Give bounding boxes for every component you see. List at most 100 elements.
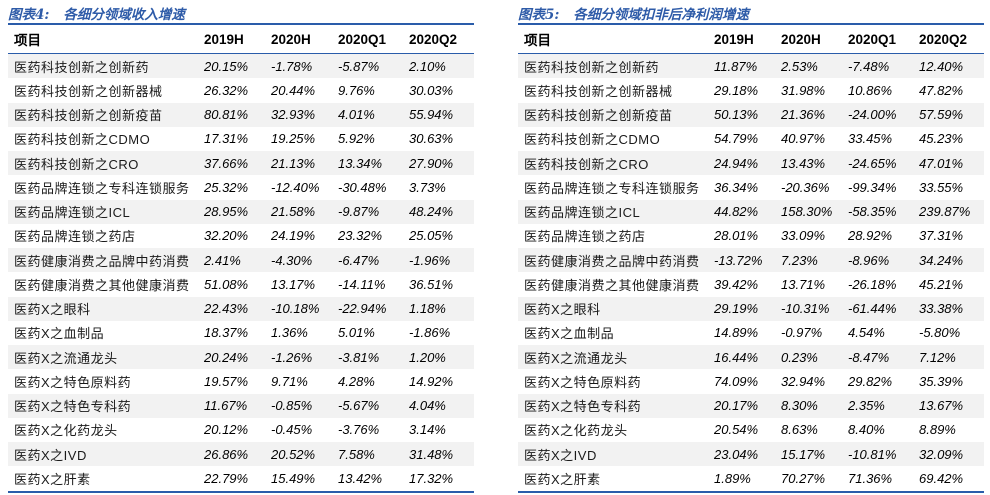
row-label: 医药健康消费之品牌中药消费 (524, 253, 700, 269)
cell-value: 21.58% (271, 204, 316, 220)
table-row: 医药X之化药龙头 20.54% 8.63% 8.40% 8.89% (518, 418, 984, 442)
cell-value: 29.82% (848, 373, 893, 389)
cell-value: 20.44% (271, 82, 316, 98)
table-row: 医药X之肝素 22.79% 15.49% 13.42% 17.32% (8, 466, 474, 490)
cell-value: 36.34% (714, 179, 759, 195)
cell-value: 37.66% (204, 155, 249, 171)
cell-value: 4.01% (338, 107, 375, 123)
cell-value: 5.92% (338, 131, 375, 147)
cell-value: 2.35% (848, 398, 885, 414)
cell-value: -13.72% (714, 252, 763, 268)
cell-value: 25.32% (204, 179, 249, 195)
column-header: 2020H (271, 31, 311, 47)
table-row: 医药科技创新之创新疫苗 50.13% 21.36% -24.00% 57.59% (518, 102, 984, 127)
cell-value: 13.43% (781, 155, 826, 171)
cell-value: 36.51% (409, 276, 454, 292)
cell-value: 21.13% (271, 155, 316, 171)
cell-value: 26.86% (204, 446, 249, 462)
cell-value: 10.86% (848, 82, 893, 98)
cell-value: -4.30% (271, 252, 313, 268)
cell-value: 239.87% (919, 204, 971, 220)
cell-value: 35.39% (919, 373, 964, 389)
cell-value: 22.43% (204, 301, 249, 317)
cell-value: 19.57% (204, 373, 249, 389)
table-row: 医药X之特色专科药 20.17% 8.30% 2.35% 13.67% (518, 393, 984, 418)
cell-value: 33.45% (848, 131, 893, 147)
cell-value: 15.17% (781, 446, 826, 462)
row-label: 医药X之眼科 (524, 302, 601, 318)
row-label: 医药X之特色专科药 (524, 399, 642, 415)
cell-value: 34.24% (919, 252, 964, 268)
cell-value: 15.49% (271, 470, 316, 486)
cell-value: 28.95% (204, 204, 249, 220)
row-label: 医药科技创新之CRO (524, 156, 649, 172)
table-row: 医药X之流通龙头 16.44% 0.23% -8.47% 7.12% (518, 345, 984, 370)
cell-value: 30.63% (409, 131, 454, 147)
table-row: 医药健康消费之品牌中药消费 2.41% -4.30% -6.47% -1.96% (8, 248, 474, 273)
cell-value: 13.71% (781, 276, 826, 292)
cell-value: 55.94% (409, 107, 454, 123)
table-row: 医药X之特色原料药 74.09% 32.94% 29.82% 35.39% (518, 369, 984, 393)
table-row: 医药X之眼科 22.43% -10.18% -22.94% 1.18% (8, 296, 474, 321)
cell-value: 32.94% (781, 373, 826, 389)
cell-value: 23.04% (714, 446, 759, 462)
cell-value: -1.78% (271, 58, 313, 74)
row-label: 医药科技创新之CDMO (14, 132, 151, 148)
cell-value: 51.08% (204, 276, 249, 292)
cell-value: -10.18% (271, 301, 320, 317)
cell-value: -14.11% (338, 276, 386, 292)
cell-value: 70.27% (781, 470, 826, 486)
cell-value: -1.26% (271, 349, 313, 365)
cell-value: 8.40% (848, 422, 885, 438)
figure-5-net-profit-growth: 图表5: 各细分领域扣非后净利润增速 项目 2019H 2020H 2020Q1 202… (518, 3, 984, 495)
table-row: 医药健康消费之其他健康消费 39.42% 13.71% -26.18% 45.21% (518, 272, 984, 296)
cell-value: -5.87% (338, 58, 380, 74)
row-label: 医药科技创新之创新器械 (14, 83, 163, 99)
cell-value: -3.81% (338, 349, 380, 365)
cell-value: 71.36% (848, 470, 893, 486)
cell-value: 22.79% (204, 470, 249, 486)
row-label: 医药X之IVD (524, 447, 597, 463)
cell-value: 7.58% (338, 446, 375, 462)
cell-value: -6.47% (338, 252, 380, 268)
row-label: 医药X之流通龙头 (14, 350, 118, 366)
cell-value: 57.59% (919, 107, 964, 123)
cell-value: -7.48% (848, 58, 890, 74)
cell-value: -26.18% (848, 276, 897, 292)
cell-value: 30.03% (409, 82, 454, 98)
cell-value: -0.97% (781, 325, 823, 341)
cell-value: 3.73% (409, 179, 446, 195)
cell-value: 2.41% (204, 252, 241, 268)
table-row: 医药科技创新之创新疫苗 80.81% 32.93% 4.01% 55.94% (8, 102, 474, 127)
cell-value: 45.21% (919, 276, 964, 292)
table-row: 医药X之化药龙头 20.12% -0.45% -3.76% 3.14% (8, 418, 474, 442)
cell-value: -99.34% (848, 179, 897, 195)
row-label: 医药X之特色专科药 (14, 399, 132, 415)
row-label: 医药科技创新之创新药 (14, 59, 150, 75)
table-row: 医药科技创新之创新药 20.15% -1.78% -5.87% 2.10% (8, 54, 474, 79)
revenue-growth-table: 项目 2019H 2020H 2020Q1 2020Q2 医药科技创新之创新药 20.15%… (8, 23, 474, 493)
cell-value: -9.87% (338, 204, 380, 220)
row-label: 医药品牌连锁之专科连锁服务 (14, 180, 190, 196)
table-row: 医药X之肝素 1.89% 70.27% 71.36% 69.42% (518, 466, 984, 490)
cell-value: 5.01% (338, 325, 375, 341)
table-row: 医药X之血制品 14.89% -0.97% 4.54% -5.80% (518, 321, 984, 345)
cell-value: 8.30% (781, 398, 818, 414)
row-label: 医药X之血制品 (14, 326, 105, 342)
cell-value: 7.23% (781, 252, 818, 268)
row-label: 医药X之流通龙头 (524, 350, 628, 366)
cell-value: 19.25% (271, 131, 316, 147)
cell-value: -12.40% (271, 179, 320, 195)
cell-value: 37.31% (919, 228, 964, 244)
cell-value: 80.81% (204, 107, 249, 123)
cell-value: 9.76% (338, 82, 375, 98)
row-label: 医药科技创新之创新器械 (524, 83, 673, 99)
row-label: 医药X之化药龙头 (524, 423, 628, 439)
table-row: 医药品牌连锁之ICL 28.95% 21.58% -9.87% 48.24% (8, 199, 474, 224)
table-header-row: 项目 2019H 2020H 2020Q1 2020Q2 (518, 25, 984, 54)
row-label: 医药X之化药龙头 (14, 423, 118, 439)
table-row: 医药科技创新之CDMO 17.31% 19.25% 5.92% 30.63% (8, 127, 474, 151)
cell-value: 11.87% (714, 58, 758, 74)
cell-value: 39.42% (714, 276, 759, 292)
